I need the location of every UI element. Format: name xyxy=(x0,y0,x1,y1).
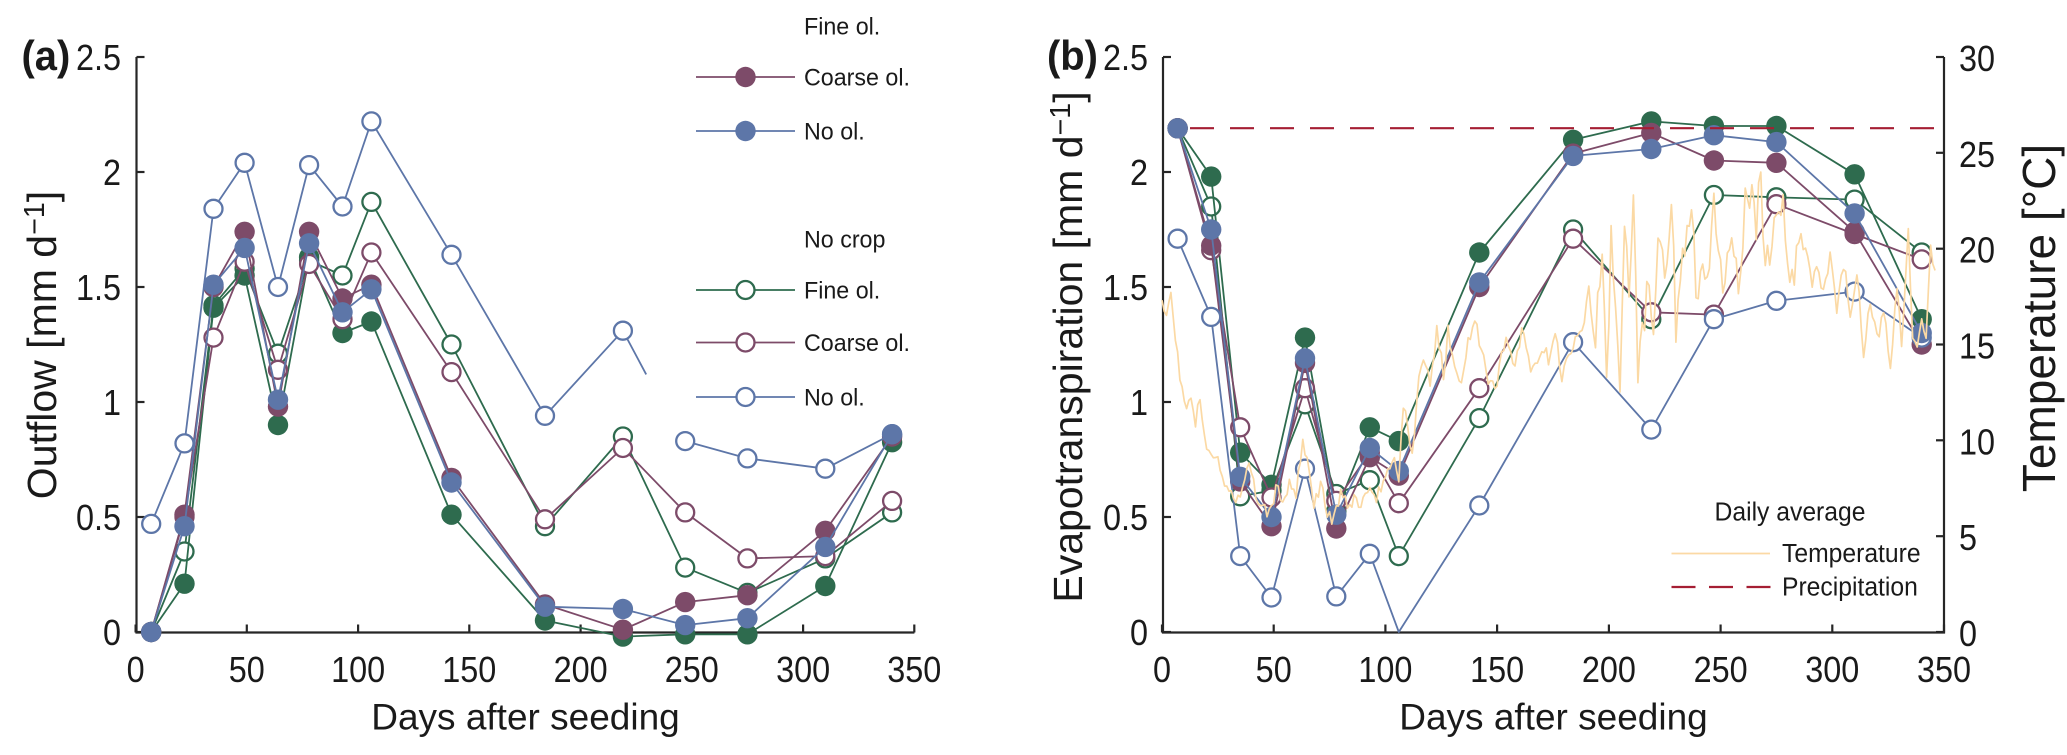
svg-text:Daily average: Daily average xyxy=(1715,498,1866,527)
svg-text:0: 0 xyxy=(127,650,145,690)
svg-text:2.5: 2.5 xyxy=(76,38,121,78)
svg-text:Precipitation: Precipitation xyxy=(1782,573,1918,602)
svg-text:(a): (a) xyxy=(22,32,71,79)
svg-text:0: 0 xyxy=(103,613,121,653)
svg-text:15: 15 xyxy=(1959,327,1995,367)
svg-text:10: 10 xyxy=(1959,423,1995,463)
svg-text:No ol.: No ol. xyxy=(804,118,865,146)
svg-text:350: 350 xyxy=(887,650,941,690)
svg-text:200: 200 xyxy=(1582,650,1636,690)
svg-text:150: 150 xyxy=(1470,650,1524,690)
svg-text:150: 150 xyxy=(442,650,496,690)
svg-text:300: 300 xyxy=(1805,650,1859,690)
svg-text:0: 0 xyxy=(1153,650,1171,690)
svg-text:50: 50 xyxy=(229,650,265,690)
svg-text:20: 20 xyxy=(1959,231,1995,271)
svg-text:No ol.: No ol. xyxy=(804,384,865,412)
svg-text:Days after seeding: Days after seeding xyxy=(371,697,680,738)
svg-text:Outflow [mm d−1]: Outflow [mm d−1] xyxy=(19,191,65,499)
svg-text:Temperature: Temperature xyxy=(1782,539,1921,568)
svg-text:0: 0 xyxy=(1959,614,1977,654)
svg-text:200: 200 xyxy=(554,650,608,690)
svg-text:1: 1 xyxy=(1130,383,1148,423)
svg-text:100: 100 xyxy=(331,650,385,690)
svg-text:350: 350 xyxy=(1917,650,1971,690)
svg-text:2: 2 xyxy=(103,153,121,193)
svg-text:1.5: 1.5 xyxy=(1103,268,1148,308)
svg-text:1.5: 1.5 xyxy=(76,268,121,308)
svg-text:2.5: 2.5 xyxy=(1103,38,1148,78)
svg-text:Fine ol.: Fine ol. xyxy=(804,13,880,41)
svg-text:1: 1 xyxy=(103,383,121,423)
svg-text:0: 0 xyxy=(1130,613,1148,653)
svg-text:Fine ol.: Fine ol. xyxy=(804,277,880,305)
svg-text:Coarse ol.: Coarse ol. xyxy=(804,329,910,357)
svg-text:100: 100 xyxy=(1358,650,1412,690)
svg-text:25: 25 xyxy=(1959,135,1995,175)
svg-text:0.5: 0.5 xyxy=(1103,498,1148,538)
svg-text:0.5: 0.5 xyxy=(76,498,121,538)
svg-text:2: 2 xyxy=(1130,153,1148,193)
svg-text:30: 30 xyxy=(1959,39,1995,79)
svg-text:250: 250 xyxy=(1694,650,1748,690)
svg-text:No crop: No crop xyxy=(804,226,885,254)
svg-text:Coarse ol.: Coarse ol. xyxy=(804,64,910,92)
svg-text:Days after seeding: Days after seeding xyxy=(1399,697,1708,738)
svg-text:250: 250 xyxy=(665,650,719,690)
svg-text:(b): (b) xyxy=(1047,32,1098,79)
svg-text:300: 300 xyxy=(776,650,830,690)
svg-text:50: 50 xyxy=(1256,650,1292,690)
svg-text:Evapotranspiration [mm d−1]: Evapotranspiration [mm d−1] xyxy=(1045,91,1091,602)
svg-text:Temperature [°C]: Temperature [°C] xyxy=(2013,144,2065,492)
svg-text:5: 5 xyxy=(1959,519,1977,559)
